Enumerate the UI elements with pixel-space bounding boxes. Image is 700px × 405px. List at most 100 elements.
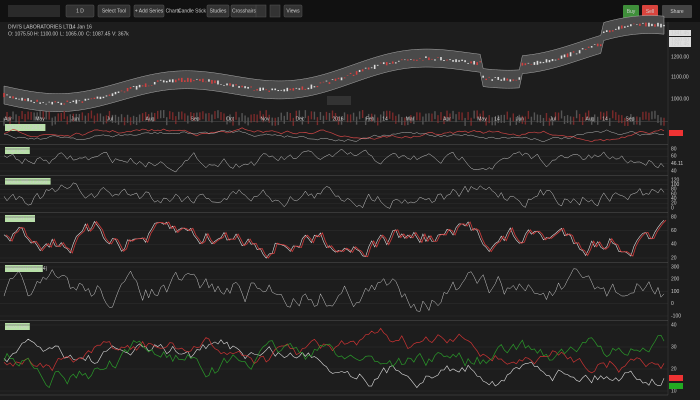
volume-bar xyxy=(657,115,659,124)
volume-bar xyxy=(557,112,560,121)
save-icon[interactable] xyxy=(269,4,281,18)
candle xyxy=(560,55,563,59)
volume-bar xyxy=(612,110,614,119)
candle xyxy=(346,75,349,76)
toolbar-label[interactable]: Candle Stick xyxy=(178,8,207,14)
volume-bar xyxy=(615,112,617,121)
volume-bar xyxy=(572,116,575,125)
action-label[interactable]: Sell xyxy=(646,9,654,15)
volume-bar xyxy=(603,112,605,121)
action-button[interactable] xyxy=(623,5,639,18)
indicator-line xyxy=(3,129,665,143)
volume-bar xyxy=(596,116,599,125)
toolbar-label[interactable]: Views xyxy=(286,8,300,14)
study-tag[interactable] xyxy=(5,215,35,222)
study-label: STOCH (14) xyxy=(7,216,35,222)
candle xyxy=(223,85,225,86)
candle xyxy=(334,78,337,81)
value-tag xyxy=(669,375,683,381)
action-button[interactable] xyxy=(662,5,692,18)
study-label: MACD (12,26,9) xyxy=(7,125,43,131)
volume-bar xyxy=(48,111,50,120)
volume-bar xyxy=(172,112,174,121)
toolbar-label[interactable]: 1 D xyxy=(76,8,84,14)
panel-axis-label: 20 xyxy=(671,255,677,261)
study-tag[interactable] xyxy=(5,124,46,131)
toolbar-button[interactable] xyxy=(283,4,303,18)
date-label: Apr xyxy=(4,116,12,122)
toolbar-label[interactable]: Crosshairs xyxy=(232,8,256,14)
panel-axis-label: 46.11 xyxy=(671,161,683,167)
candle xyxy=(316,85,319,88)
candle xyxy=(494,77,497,78)
volume-bar xyxy=(289,113,292,122)
panel-axis-label: 200 xyxy=(671,277,680,283)
toolbar-label[interactable]: Select Tool xyxy=(102,8,126,14)
value-tag xyxy=(669,383,683,389)
study-tag[interactable] xyxy=(5,265,43,272)
volume-bar xyxy=(358,111,361,120)
candle xyxy=(298,88,301,90)
date-label: Oct xyxy=(226,116,234,122)
candle xyxy=(84,98,87,101)
toolbar-label[interactable]: + Add Series xyxy=(135,8,164,14)
toolbar-button[interactable] xyxy=(206,4,230,18)
candle xyxy=(413,59,415,61)
candle xyxy=(660,23,662,28)
date-label: Sep xyxy=(191,116,200,122)
candle xyxy=(241,85,243,88)
volume-bar xyxy=(211,114,213,123)
action-label[interactable]: Share xyxy=(670,9,684,15)
candle xyxy=(190,78,192,83)
volume-bar xyxy=(325,111,328,120)
candle xyxy=(328,82,331,84)
volume-bar xyxy=(446,110,448,119)
volume-bar xyxy=(606,111,608,120)
volume-bar xyxy=(33,112,35,121)
candle xyxy=(621,25,623,29)
symbol-input[interactable] xyxy=(8,5,60,17)
panel-axis-label: 30 xyxy=(671,344,677,350)
candle xyxy=(343,77,346,79)
volume-bar xyxy=(337,116,340,125)
volume-bar xyxy=(410,115,412,124)
toolbar-button[interactable] xyxy=(133,4,165,18)
candle xyxy=(479,61,481,63)
indicator-line xyxy=(3,338,665,389)
refresh-icon[interactable] xyxy=(255,4,267,18)
volume-bar xyxy=(156,110,159,119)
candle xyxy=(539,61,542,64)
volume-bar xyxy=(355,116,358,125)
candle xyxy=(352,74,355,76)
candle xyxy=(548,60,551,63)
volume-bar xyxy=(479,113,481,122)
toolbar-label[interactable]: Studies xyxy=(210,8,227,14)
ohlcv: O: 1075.50 xyxy=(8,31,33,37)
candle xyxy=(135,85,138,90)
panel-axis-label: 120 xyxy=(671,177,680,183)
volume-bar xyxy=(144,111,147,120)
volume-bar xyxy=(54,116,56,125)
candle xyxy=(373,64,376,69)
indicator-line xyxy=(3,182,665,209)
toolbar-button[interactable] xyxy=(65,4,95,18)
volume-bar xyxy=(36,112,38,121)
study-label: BOLL %B (1,20,2) xyxy=(7,179,48,185)
volume-bar xyxy=(328,112,331,121)
toolbar-button[interactable] xyxy=(97,4,131,18)
study-tag[interactable] xyxy=(5,178,51,185)
volume-bar xyxy=(624,117,626,126)
candle xyxy=(177,78,180,81)
candle xyxy=(117,91,120,93)
volume-bar xyxy=(153,113,156,122)
study-tag[interactable] xyxy=(5,147,30,154)
volume-bar xyxy=(654,110,656,119)
action-button[interactable] xyxy=(642,5,658,18)
action-label[interactable]: Buy xyxy=(627,9,636,15)
candle xyxy=(184,80,186,82)
candle xyxy=(51,101,54,105)
study-tag[interactable] xyxy=(5,323,30,330)
volume-bar xyxy=(407,117,409,126)
volume-bar xyxy=(184,113,186,122)
zoom-control[interactable] xyxy=(327,96,351,105)
